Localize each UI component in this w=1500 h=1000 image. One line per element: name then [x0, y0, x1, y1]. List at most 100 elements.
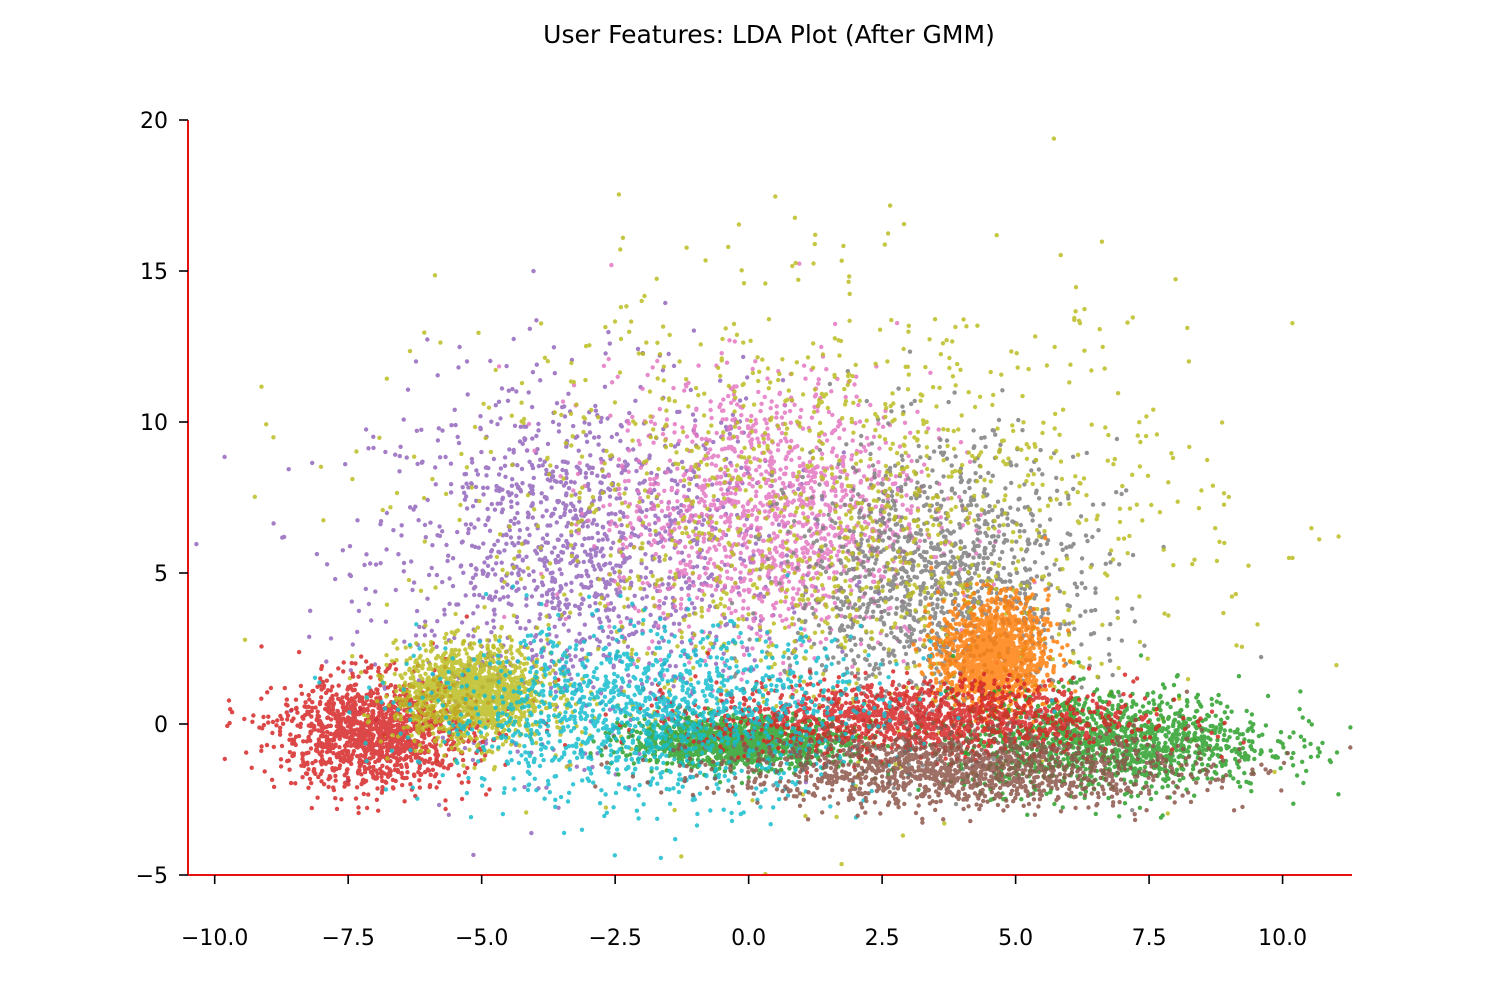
data-point [778, 467, 783, 472]
data-point [955, 555, 961, 560]
data-point [616, 614, 621, 619]
data-point [771, 489, 776, 494]
data-point [891, 547, 896, 552]
data-point [1067, 380, 1072, 385]
data-point [753, 359, 758, 364]
data-point [952, 390, 957, 395]
data-point [667, 458, 673, 463]
data-point [723, 424, 729, 430]
data-point [978, 579, 984, 584]
data-point [978, 474, 983, 480]
data-point [681, 483, 686, 489]
data-point [555, 595, 560, 601]
data-point [1084, 517, 1089, 523]
data-point [1010, 560, 1016, 566]
data-point [616, 192, 622, 197]
data-point [789, 561, 795, 567]
data-point [876, 421, 881, 426]
data-point [430, 543, 435, 548]
data-point [831, 476, 837, 481]
data-point [529, 830, 534, 836]
data-point [917, 538, 923, 544]
data-point [689, 601, 695, 606]
data-point [977, 530, 983, 535]
data-point [592, 594, 597, 599]
data-point [1093, 607, 1098, 613]
data-point [1169, 451, 1174, 456]
data-point [679, 550, 685, 555]
data-point [870, 535, 875, 541]
data-point [712, 544, 717, 549]
data-point [617, 491, 622, 497]
data-point [858, 480, 863, 485]
data-point [856, 598, 862, 603]
data-point [652, 539, 658, 545]
data-point [847, 378, 852, 383]
data-point [773, 563, 778, 568]
data-point [434, 572, 440, 578]
data-point [840, 649, 845, 654]
data-point [931, 522, 936, 528]
data-point [699, 555, 704, 560]
data-point [1210, 483, 1216, 488]
data-point [665, 506, 671, 512]
data-point [463, 593, 468, 598]
data-point [639, 532, 644, 537]
data-point [866, 602, 871, 607]
data-point [587, 430, 593, 435]
data-point [1034, 538, 1039, 543]
data-point [776, 377, 781, 383]
data-point [595, 530, 600, 536]
data-point [598, 691, 604, 696]
data-point [829, 561, 834, 566]
data-point [737, 425, 742, 431]
data-point [847, 584, 852, 589]
data-point [675, 644, 680, 649]
data-point [545, 359, 550, 364]
data-point [643, 420, 648, 425]
data-point [522, 436, 527, 441]
data-point [515, 510, 520, 516]
data-point [469, 456, 475, 462]
data-point [869, 552, 874, 557]
data-point [554, 634, 559, 639]
data-point [690, 570, 696, 576]
data-point [449, 423, 454, 428]
data-point [552, 545, 557, 550]
data-point [1114, 436, 1120, 442]
data-point [906, 323, 911, 328]
data-point [769, 455, 774, 460]
data-point [815, 517, 820, 523]
data-point [894, 450, 900, 456]
data-point [901, 659, 906, 664]
data-point [606, 356, 611, 362]
data-point [1116, 665, 1121, 671]
data-point [544, 590, 550, 595]
data-point [727, 431, 732, 437]
data-point [702, 592, 707, 597]
data-point [656, 518, 661, 523]
data-point [660, 368, 666, 373]
data-point [866, 543, 872, 548]
data-point [534, 433, 539, 439]
data-point [626, 604, 631, 609]
data-point [496, 364, 502, 369]
data-point [991, 582, 996, 587]
data-point [684, 434, 690, 439]
data-point [696, 363, 701, 368]
data-point [569, 501, 574, 506]
data-point [1196, 506, 1202, 511]
data-point [632, 533, 638, 538]
data-point [611, 540, 616, 545]
data-point [748, 439, 753, 444]
data-point [1121, 536, 1127, 541]
data-point [576, 448, 581, 453]
data-point [710, 593, 715, 598]
data-point [739, 268, 744, 273]
data-point [371, 434, 376, 439]
data-point [425, 497, 430, 503]
data-point [222, 454, 227, 460]
data-point [384, 510, 390, 516]
data-point [1089, 422, 1094, 427]
data-point [700, 582, 706, 588]
